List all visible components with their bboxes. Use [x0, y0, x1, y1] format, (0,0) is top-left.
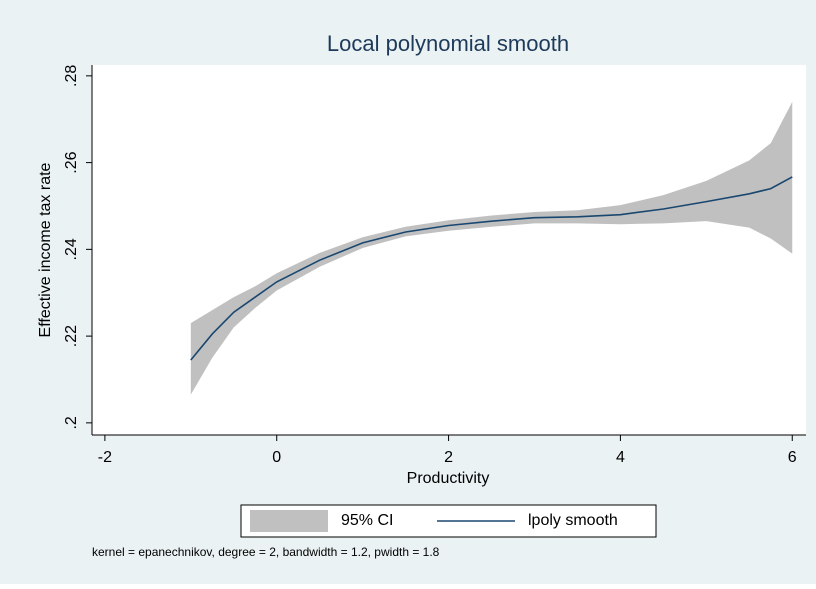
x-tick-label: 2: [444, 449, 453, 466]
y-tick-label: .26: [63, 151, 80, 173]
y-tick-label: .2: [63, 416, 80, 429]
plot-area: [92, 65, 806, 435]
x-tick-label: 0: [272, 449, 281, 466]
legend-swatch: [250, 510, 328, 532]
x-tick-label: 4: [616, 449, 625, 466]
chart-title: Local polynomial smooth: [327, 31, 569, 56]
x-axis-label: Productivity: [407, 470, 490, 487]
legend-label: lpoly smooth: [528, 512, 618, 529]
x-tick-label: -2: [98, 449, 112, 466]
y-axis-label: Effective income tax rate: [37, 162, 54, 337]
y-tick-label: .24: [63, 238, 80, 260]
smooth-line: [190, 176, 793, 361]
x-tick-label: 6: [788, 449, 797, 466]
legend-label: 95% CI: [341, 512, 393, 529]
y-tick-label: .28: [63, 65, 80, 87]
note: kernel = epanechnikov, degree = 2, bandw…: [92, 545, 440, 559]
y-tick-label: .22: [63, 325, 80, 347]
